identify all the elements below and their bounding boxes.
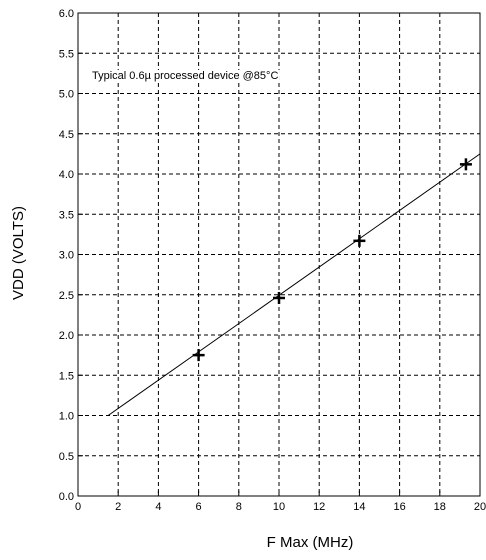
x-tick-label: 2 [115,501,121,513]
y-tick-label: 6.0 [59,8,74,20]
data-point-marker [459,158,472,171]
y-axis-title: VDD (VOLTS) [10,206,27,300]
data-point-marker [353,234,366,247]
y-tick-label: 1.5 [59,370,74,382]
x-tick-label: 10 [273,501,285,513]
annotation-background [91,70,280,82]
fit-line-group [107,153,481,416]
y-tick-label: 4.5 [59,129,74,141]
x-tick-label: 8 [236,501,242,513]
data-point-marker [273,291,285,304]
x-tick-label: 12 [313,501,325,513]
x-tick-label: 20 [474,501,486,513]
y-tick-label: 4.0 [59,169,74,181]
y-tick-label: 1.0 [59,411,74,423]
x-tick-label: 4 [155,501,161,513]
plot-area-frame [77,12,481,497]
y-tick-label: 3.0 [59,250,74,262]
fit-line [107,153,481,416]
data-point-marker [192,349,205,362]
x-axis-title: F Max (MHz) [267,534,354,551]
x-tick-label: 6 [196,501,202,513]
x-tick-label: 16 [393,501,405,513]
x-tick-labels: 0 2 4 6 8 10 12 14 16 18 20 [75,501,486,513]
y-tick-label: 2.5 [59,290,74,302]
annotation: Typical 0.6µ processed device @85°C [92,70,278,82]
y-tick-label: 3.5 [59,209,74,221]
y-tick-label: 0.0 [59,491,74,503]
y-tick-label: 5.0 [59,89,74,101]
data-points [192,158,472,362]
y-tick-label: 2.0 [59,330,74,342]
y-tick-label: 5.5 [59,48,74,60]
y-tick-labels: 0.0 0.5 1.0 1.5 2.0 2.5 3.0 3.5 4.0 4.5 5.0 5.5 6.0 [59,8,74,503]
y-tick-label: 0.5 [59,451,74,463]
grid [77,12,481,497]
x-tick-label: 14 [353,501,365,513]
x-tick-label: 18 [434,501,446,513]
x-tick-label: 0 [75,501,81,513]
